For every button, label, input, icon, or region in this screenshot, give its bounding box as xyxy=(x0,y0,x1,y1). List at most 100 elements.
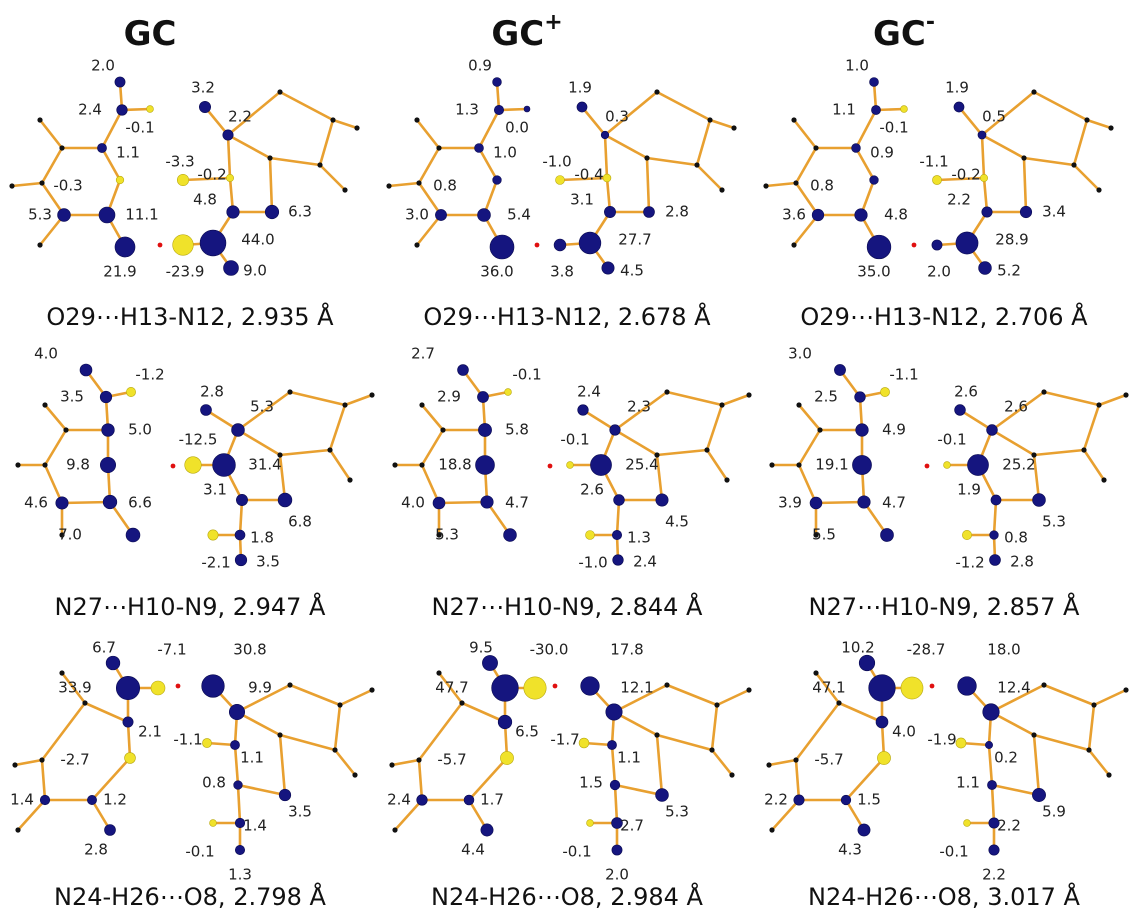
atom xyxy=(1084,117,1089,122)
atom xyxy=(59,670,64,675)
atom-value-label: -12.5 xyxy=(179,431,218,449)
negative-atom xyxy=(151,681,165,695)
hbond-marker xyxy=(548,464,553,469)
positive-atom xyxy=(979,262,992,275)
atom-value-label: 1.3 xyxy=(627,529,651,547)
atom xyxy=(1021,155,1026,160)
atom-value-label: 3.0 xyxy=(405,206,429,224)
atom-value-label: -0.1 xyxy=(125,119,154,137)
positive-atom xyxy=(985,741,992,748)
positive-atom xyxy=(932,240,942,250)
positive-atom xyxy=(202,675,225,698)
negative-atom xyxy=(147,106,154,113)
positive-atom xyxy=(991,495,1001,505)
title-text: GC xyxy=(873,14,926,54)
atom-value-label: 2.2 xyxy=(764,791,788,809)
atom-value-label: 2.2 xyxy=(997,817,1021,835)
atom xyxy=(414,242,419,247)
positive-atom xyxy=(987,425,998,436)
atom-value-label: 6.3 xyxy=(288,203,312,221)
atom-value-label: 27.7 xyxy=(618,231,651,249)
atom xyxy=(1096,187,1101,192)
panel-caption: N27⋯H10-N9, 2.844 Å xyxy=(432,592,704,621)
positive-atom xyxy=(989,845,999,855)
atom xyxy=(287,682,292,687)
positive-atom xyxy=(577,102,587,112)
positive-atom xyxy=(524,106,530,112)
negative-atom xyxy=(964,820,971,827)
positive-atom xyxy=(614,495,625,506)
atom-value-label: 18.0 xyxy=(987,641,1020,659)
atom-value-label: -1.1 xyxy=(173,731,202,749)
negative-atom xyxy=(202,738,211,747)
atom-value-label: 3.4 xyxy=(1042,203,1066,221)
figure: GCGC+GC-2.02.4-0.11.1-0.35.311.121.93.22… xyxy=(0,0,1132,918)
atom xyxy=(82,700,87,705)
atom-value-label: 0.2 xyxy=(994,749,1018,767)
atom-value-label: 17.8 xyxy=(610,641,643,659)
atom xyxy=(793,757,798,762)
positive-atom xyxy=(1020,206,1032,218)
atom xyxy=(769,827,774,832)
page: {"columns": [ {"text": "GC"}, {"text": "… xyxy=(0,0,1132,918)
atom xyxy=(1071,162,1076,167)
positive-atom xyxy=(870,176,879,185)
atom-value-label: 3.8 xyxy=(550,263,574,281)
atom-value-label: -0.2 xyxy=(197,166,226,184)
atom-value-label: 2.6 xyxy=(954,383,978,401)
atom xyxy=(1106,772,1111,777)
positive-atom xyxy=(58,209,71,222)
atom-value-label: -2.7 xyxy=(60,751,89,769)
positive-atom xyxy=(958,677,977,696)
atom-value-label: -0.4 xyxy=(574,166,603,184)
positive-atom xyxy=(612,530,621,539)
hbond-marker xyxy=(176,684,181,689)
positive-atom xyxy=(464,795,474,805)
atom xyxy=(729,772,734,777)
atom-value-label: 4.5 xyxy=(620,262,644,280)
positive-atom xyxy=(870,78,879,87)
atom-value-label: 3.1 xyxy=(570,191,594,209)
positive-atom xyxy=(1032,788,1045,801)
atom xyxy=(39,757,44,762)
atom-value-label: -1.0 xyxy=(578,554,607,572)
panel-caption: N27⋯H10-N9, 2.947 Å xyxy=(55,592,327,621)
negative-atom xyxy=(567,462,574,469)
positive-atom xyxy=(232,424,245,437)
positive-atom xyxy=(230,740,239,749)
atom-value-label: 9.8 xyxy=(66,456,90,474)
atom xyxy=(813,145,818,150)
atom xyxy=(793,180,798,185)
atom-value-label: 5.3 xyxy=(250,398,274,416)
atom-value-label: 9.9 xyxy=(248,679,272,697)
atom xyxy=(354,125,359,130)
positive-atom xyxy=(481,496,494,509)
negative-atom xyxy=(505,389,512,396)
atom-value-label: -5.7 xyxy=(814,751,843,769)
positive-atom xyxy=(579,232,601,254)
atom-value-label: -30.0 xyxy=(530,641,569,659)
positive-atom xyxy=(606,704,622,720)
atom-value-label: 30.8 xyxy=(233,641,266,659)
atom-value-label: 28.9 xyxy=(995,231,1028,249)
positive-atom xyxy=(607,740,616,749)
positive-atom xyxy=(954,102,964,112)
positive-atom xyxy=(612,845,622,855)
atom xyxy=(59,145,64,150)
atom-value-label: 0.3 xyxy=(605,108,629,126)
atom-value-label: -1.0 xyxy=(542,153,571,171)
positive-atom xyxy=(236,494,247,505)
negative-atom xyxy=(980,174,987,181)
atom-value-label: 2.2 xyxy=(947,191,971,209)
positive-atom xyxy=(978,131,986,139)
negative-atom xyxy=(185,457,202,474)
positive-atom xyxy=(199,101,210,112)
positive-atom xyxy=(989,554,1000,565)
atom xyxy=(37,242,42,247)
positive-atom xyxy=(643,206,654,217)
atom-value-label: 2.8 xyxy=(200,383,224,401)
negative-atom xyxy=(125,753,136,764)
atom-value-label: 3.6 xyxy=(782,206,806,224)
positive-atom xyxy=(554,239,566,251)
atom xyxy=(419,402,424,407)
